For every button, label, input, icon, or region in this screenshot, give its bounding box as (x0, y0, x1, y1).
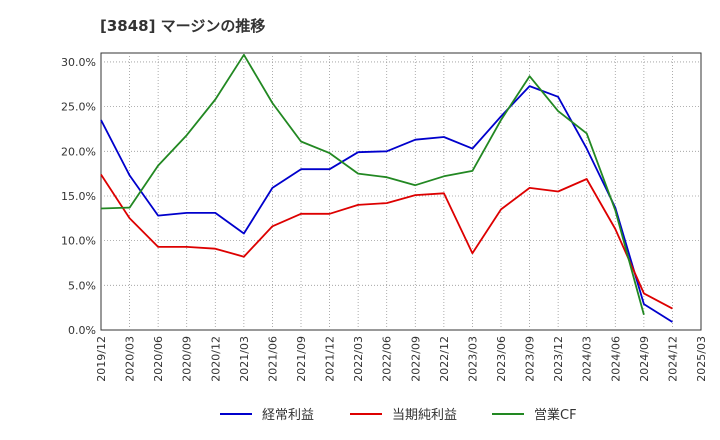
y-axis-ticks: 0.0% 5.0% 10.0% 15.0% 20.0% 25.0% 30.0% (61, 56, 96, 337)
x-tick-label: 2019/12 (95, 336, 108, 382)
series-lines (100, 53, 673, 323)
y-tick-label: 20.0% (61, 145, 96, 158)
x-tick-label: 2024/03 (581, 336, 594, 382)
x-tick-label: 2021/03 (238, 336, 251, 382)
legend-label: 当期純利益 (392, 408, 457, 423)
series-line (100, 174, 673, 310)
y-tick-label: 5.0% (68, 279, 96, 292)
x-tick-label: 2021/12 (324, 336, 337, 382)
x-tick-label: 2022/12 (438, 336, 451, 382)
chart-title: [3848] マージンの推移 (100, 17, 265, 35)
series-line (100, 85, 673, 323)
x-tick-label: 2023/12 (552, 336, 565, 382)
x-tick-label: 2022/09 (409, 336, 422, 382)
y-tick-label: 25.0% (61, 101, 96, 114)
x-tick-label: 2023/09 (524, 336, 537, 382)
x-tick-label: 2021/06 (266, 336, 279, 382)
x-tick-label: 2023/03 (466, 336, 479, 382)
x-tick-label: 2020/06 (152, 336, 165, 382)
x-tick-label: 2022/03 (352, 336, 365, 382)
x-tick-label: 2024/09 (638, 336, 651, 382)
x-tick-label: 2023/06 (495, 336, 508, 382)
x-tick-label: 2024/06 (609, 336, 622, 382)
y-tick-label: 15.0% (61, 190, 96, 203)
x-tick-label: 2025/03 (695, 336, 708, 382)
legend: 経常利益 当期純利益 営業CF (220, 407, 577, 423)
plot-area (100, 52, 702, 331)
x-tick-label: 2021/09 (295, 336, 308, 382)
x-tick-label: 2020/09 (181, 336, 194, 382)
x-axis-ticks: 2019/12 2020/03 2020/06 2020/09 2020/12 2021/… (95, 336, 708, 382)
y-tick-label: 0.0% (68, 324, 96, 337)
plot-border (100, 52, 702, 331)
x-tick-label: 2022/06 (381, 336, 394, 382)
legend-label: 営業CF (534, 407, 577, 423)
y-tick-label: 10.0% (61, 235, 96, 248)
x-tick-label: 2024/12 (666, 336, 679, 382)
x-tick-label: 2020/12 (209, 336, 222, 382)
legend-label: 経常利益 (262, 408, 314, 423)
x-tick-label: 2020/03 (124, 336, 137, 382)
y-tick-label: 30.0% (61, 56, 96, 69)
series-line (100, 53, 645, 316)
